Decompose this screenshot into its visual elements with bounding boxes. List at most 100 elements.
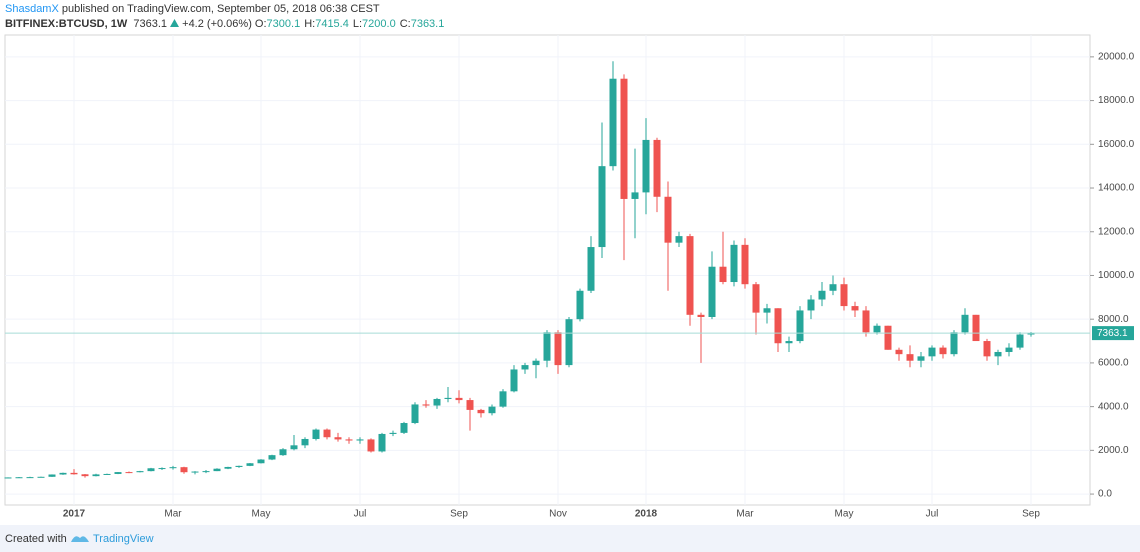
candle-body — [191, 471, 199, 473]
candle-body — [576, 290, 584, 320]
candle-body — [48, 474, 56, 477]
ohlc-value: 7363.1 — [410, 18, 445, 30]
candle-body — [268, 455, 276, 460]
candle-body — [257, 459, 265, 464]
candle-body — [114, 472, 122, 474]
last: 7363.1 — [133, 18, 168, 30]
candle-body — [653, 139, 661, 197]
candle-body — [59, 472, 67, 475]
candle-body — [994, 351, 1002, 357]
candle-body — [884, 325, 892, 350]
y-tick-label: 20000.0 — [1098, 52, 1135, 63]
candle-body — [136, 471, 144, 473]
candle-body — [499, 391, 507, 407]
footer: Created with TradingView — [0, 525, 1140, 552]
created-with: Created with — [5, 533, 67, 545]
candle-body — [752, 284, 760, 313]
x-tick-label: 2017 — [63, 509, 86, 520]
x-tick-label: Jul — [926, 509, 939, 520]
candle-body — [1027, 333, 1035, 335]
candle-body — [356, 439, 364, 441]
candle-body — [26, 477, 34, 479]
candle-body — [906, 354, 914, 361]
candle-body — [708, 266, 716, 317]
candle-body — [345, 439, 353, 441]
candle-body — [422, 404, 430, 406]
candle-body — [279, 449, 287, 456]
candle-body — [235, 465, 243, 467]
candle-body — [554, 332, 562, 366]
ohlc-label: H: — [304, 18, 316, 30]
candle-body — [158, 468, 166, 470]
candle-body — [774, 308, 782, 344]
candle-body — [719, 266, 727, 283]
x-tick-label: Nov — [549, 509, 567, 520]
candle-body — [70, 472, 78, 475]
candle-body — [796, 310, 804, 342]
candle-body — [686, 236, 694, 315]
candle-body — [290, 445, 298, 450]
symbol-line: BITFINEX:BTCUSD, 1W 7363.1 +4.2 (+0.06%)… — [5, 18, 448, 30]
y-tick-label: 6000.0 — [1098, 358, 1129, 369]
last-price-label: 7363.1 — [1097, 328, 1128, 339]
candle-body — [521, 365, 529, 370]
change: +4.2 (+0.06%) — [182, 18, 252, 30]
ohlc-label: O: — [254, 18, 267, 30]
candle-body — [312, 429, 320, 439]
candle-body — [1005, 347, 1013, 352]
candle-body — [532, 360, 540, 366]
published: published on TradingView.com, September … — [61, 3, 380, 15]
candle-body — [807, 299, 815, 311]
y-tick-label: 10000.0 — [1098, 270, 1135, 281]
candle-body — [785, 341, 793, 344]
candle-body — [147, 468, 155, 472]
candle-body — [367, 439, 375, 452]
candle-body — [334, 437, 342, 440]
candle-body — [917, 356, 925, 361]
candle-body — [664, 196, 672, 243]
candle-body — [642, 139, 650, 193]
x-tick-label: Mar — [164, 509, 182, 520]
candle-body — [543, 332, 551, 361]
candle-body — [763, 308, 771, 313]
candle-body — [488, 406, 496, 414]
candle-body — [92, 474, 100, 477]
candle-body — [620, 78, 628, 199]
x-tick-label: May — [835, 509, 854, 520]
brand[interactable]: TradingView — [93, 533, 154, 545]
last-price-box — [1092, 326, 1134, 341]
candle-body — [587, 247, 595, 291]
candle-body — [961, 314, 969, 333]
logo — [71, 536, 89, 542]
candle-body — [741, 244, 749, 285]
ohlc: O:7300.1 H:7415.4 L:7200.0 C:7363.1 — [255, 18, 448, 30]
candle-body — [928, 347, 936, 357]
candle-body — [455, 397, 463, 401]
candle-body — [851, 306, 859, 311]
ohlc-label: C: — [399, 18, 411, 30]
candle-body — [103, 473, 111, 475]
y-tick-label: 8000.0 — [1098, 314, 1129, 325]
y-tick-label: 12000.0 — [1098, 226, 1135, 237]
x-tick-label: 2018 — [635, 509, 658, 520]
x-tick-label: Sep — [1022, 509, 1040, 520]
y-tick-label: 16000.0 — [1098, 139, 1135, 150]
author[interactable]: ShasdamX — [5, 3, 59, 15]
candle-body — [972, 314, 980, 342]
x-tick-label: Jul — [354, 509, 367, 520]
candle-body — [895, 349, 903, 355]
candle-body — [224, 466, 232, 469]
candle-body — [675, 236, 683, 243]
candle-body — [873, 325, 881, 333]
candle-body — [565, 319, 573, 366]
candle-body — [840, 284, 848, 307]
candle-body — [983, 341, 991, 357]
candle-body — [125, 472, 133, 474]
candle-body — [697, 314, 705, 317]
y-tick-label: 18000.0 — [1098, 95, 1135, 106]
candle-body — [400, 423, 408, 433]
up-arrow — [170, 19, 180, 27]
candle-body — [939, 347, 947, 355]
